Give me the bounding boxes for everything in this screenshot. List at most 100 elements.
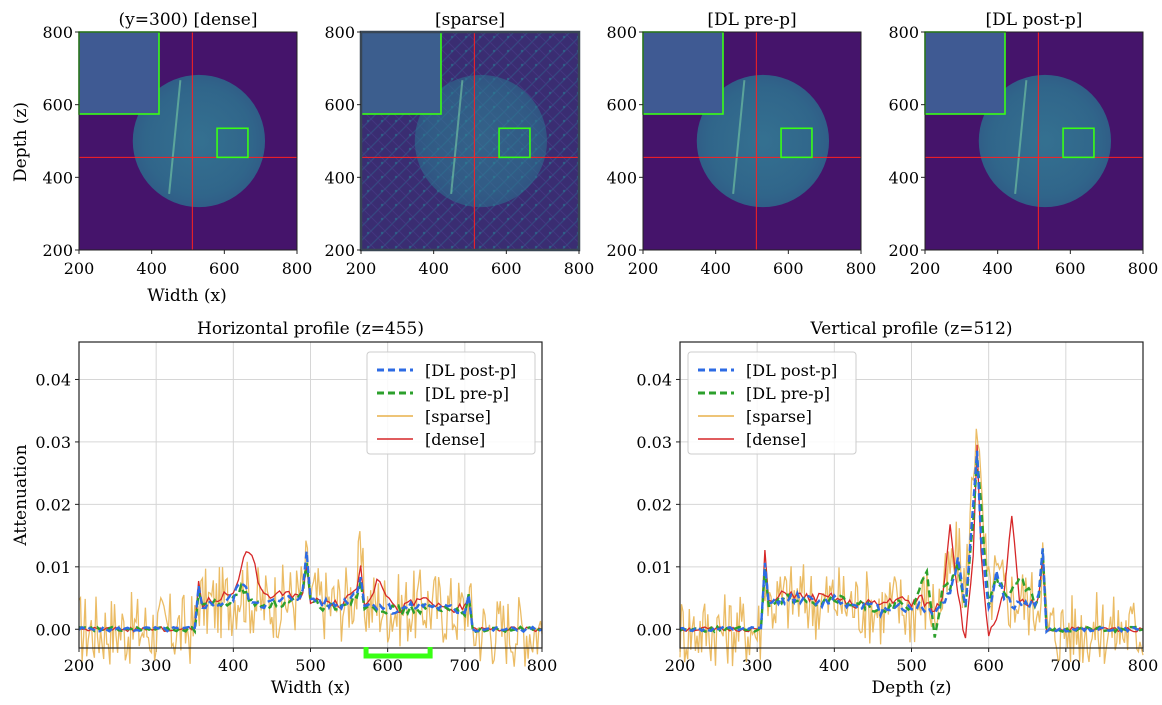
x-tick-label: 400: [418, 259, 449, 278]
x-tick-label: 500: [295, 656, 326, 675]
sample-streak: [450, 80, 464, 194]
legend-label-dense: [dense]: [746, 430, 806, 449]
sample-streak: [732, 80, 746, 194]
legend-box: [366, 351, 536, 455]
legend-label-dl_post: [DL post-p]: [746, 361, 837, 380]
x-tick-label: 800: [1128, 656, 1159, 675]
chart-title: Vertical profile (z=512): [809, 319, 1012, 339]
x-tick-label: 500: [896, 656, 927, 675]
x-tick-label: 600: [209, 259, 240, 278]
sample-streak: [1014, 80, 1028, 194]
legend-label-sparse: [sparse]: [746, 407, 812, 426]
zoom-inset: [360, 31, 442, 115]
x-tick-label: 800: [846, 259, 877, 278]
roi-box: [1062, 127, 1095, 159]
y-tick-label: 200: [606, 241, 637, 260]
x-tick-label: 400: [218, 656, 249, 675]
series-line-dl_post: [78, 551, 543, 634]
y-tick-label: 400: [42, 168, 73, 187]
x-tick-label: 200: [64, 259, 95, 278]
chart-xlabel: Depth (z): [872, 678, 952, 698]
chart-title: Horizontal profile (z=455): [197, 319, 424, 339]
y-tick-label: 0.01: [35, 558, 71, 577]
y-tick-label: 600: [324, 96, 355, 115]
x-tick-label: 700: [450, 656, 481, 675]
y-tick-label: 0.02: [636, 495, 672, 514]
series-line-dl_post: [679, 450, 1144, 635]
y-tick-label: 400: [888, 168, 919, 187]
x-tick-label: 600: [773, 259, 804, 278]
roi-box: [498, 127, 531, 159]
legend-box: [687, 351, 857, 455]
legend-label-dense: [dense]: [425, 430, 485, 449]
image-panel-title: [DL pre-p]: [707, 10, 796, 30]
image-frame: [78, 31, 298, 251]
plot-frame: [78, 341, 543, 649]
x-tick-label: 600: [973, 656, 1004, 675]
x-tick-label: 800: [564, 259, 595, 278]
y-tick-label: 0.03: [636, 433, 672, 452]
image-panel-title: (y=300) [dense]: [119, 10, 258, 30]
series-line-dl_pre: [78, 562, 543, 635]
y-tick-label: 0.04: [35, 370, 71, 389]
legend-label-dl_pre: [DL pre-p]: [746, 384, 830, 403]
y-tick-label: 0.01: [636, 558, 672, 577]
sample-disk: [696, 74, 830, 208]
legend-label-dl_pre: [DL pre-p]: [425, 384, 509, 403]
x-tick-label: 200: [64, 656, 95, 675]
x-tick-label: 800: [282, 259, 313, 278]
y-tick-label: 800: [606, 23, 637, 42]
zoom-inset: [924, 31, 1006, 115]
attenuation-ylabel: Attenuation: [11, 444, 31, 546]
x-tick-label: 800: [527, 656, 558, 675]
x-tick-label: 700: [1051, 656, 1082, 675]
y-tick-label: 200: [42, 241, 73, 260]
image-frame: [359, 30, 581, 252]
x-tick-label: 200: [346, 259, 377, 278]
x-tick-label: 200: [665, 656, 696, 675]
y-tick-label: 800: [42, 23, 73, 42]
y-tick-label: 600: [606, 96, 637, 115]
y-tick-label: 0.03: [35, 433, 71, 452]
roi-range-marker: [363, 647, 433, 659]
x-tick-label: 600: [372, 656, 403, 675]
vertical-profile-chart: Vertical profile (z=512) 200 300 400 500 600 7…: [636, 319, 1158, 698]
image-frame: [924, 31, 1144, 251]
y-tick-label: 0.00: [636, 620, 672, 639]
chart-xlabel: Width (x): [271, 678, 351, 698]
y-tick-label: 600: [888, 96, 919, 115]
y-tick-label: 0.00: [35, 620, 71, 639]
sample-streak: [168, 80, 182, 194]
image-frame: [642, 31, 862, 251]
roi-box: [780, 127, 813, 159]
x-tick-label: 600: [1055, 259, 1086, 278]
y-tick-label: 0.02: [35, 495, 71, 514]
y-tick-label: 400: [324, 168, 355, 187]
sample-disk: [978, 74, 1112, 208]
y-tick-label: 200: [324, 241, 355, 260]
image-panels: (y=300) [dense]200200400400600600800800[…: [42, 10, 1158, 278]
zoom-inset: [78, 31, 160, 115]
x-tick-label: 400: [700, 259, 731, 278]
x-tick-label: 400: [819, 656, 850, 675]
x-tick-label: 400: [136, 259, 167, 278]
y-tick-label: 600: [42, 96, 73, 115]
x-tick-label: 300: [141, 656, 172, 675]
image-panel-title: [sparse]: [435, 10, 505, 30]
legend-label-sparse: [sparse]: [425, 407, 491, 426]
y-tick-label: 800: [324, 23, 355, 42]
x-tick-label: 200: [910, 259, 941, 278]
image-ylabel: Depth (z): [11, 102, 31, 182]
x-tick-label: 400: [982, 259, 1013, 278]
sample-disk: [132, 74, 266, 208]
y-tick-label: 800: [888, 23, 919, 42]
legend-label-dl_post: [DL post-p]: [425, 361, 516, 380]
zoom-inset: [642, 31, 724, 115]
image-panel-title: [DL post-p]: [986, 10, 1083, 30]
y-tick-label: 0.04: [636, 370, 672, 389]
